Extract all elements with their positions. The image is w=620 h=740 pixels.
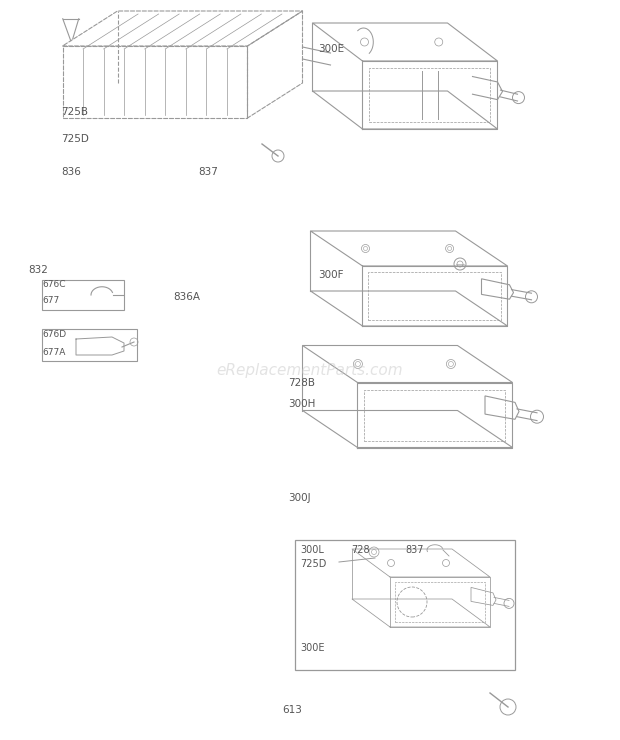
- Bar: [42, 329, 137, 361]
- Bar: [295, 540, 515, 670]
- Text: 613: 613: [282, 705, 302, 716]
- Text: 832: 832: [28, 265, 48, 275]
- Text: 300H: 300H: [288, 399, 316, 409]
- Text: 300E: 300E: [318, 44, 344, 54]
- Text: 836A: 836A: [174, 292, 201, 303]
- Text: 300E: 300E: [300, 643, 324, 653]
- Text: 725D: 725D: [300, 559, 326, 569]
- Text: 837: 837: [405, 545, 423, 555]
- Text: 300L: 300L: [300, 545, 324, 555]
- Text: eReplacementParts.com: eReplacementParts.com: [216, 363, 404, 377]
- Text: 300F: 300F: [318, 270, 343, 280]
- Bar: [42, 280, 124, 310]
- Text: 728: 728: [351, 545, 370, 555]
- Text: 676D: 676D: [42, 329, 66, 338]
- Text: 728B: 728B: [288, 378, 316, 388]
- Text: 725B: 725B: [61, 107, 88, 118]
- Text: 677: 677: [42, 295, 60, 304]
- Text: 725D: 725D: [61, 134, 89, 144]
- Text: 837: 837: [198, 166, 218, 177]
- Text: 677A: 677A: [42, 348, 65, 357]
- Text: 300J: 300J: [288, 493, 311, 503]
- Text: 676C: 676C: [42, 280, 66, 289]
- Text: 836: 836: [61, 166, 81, 177]
